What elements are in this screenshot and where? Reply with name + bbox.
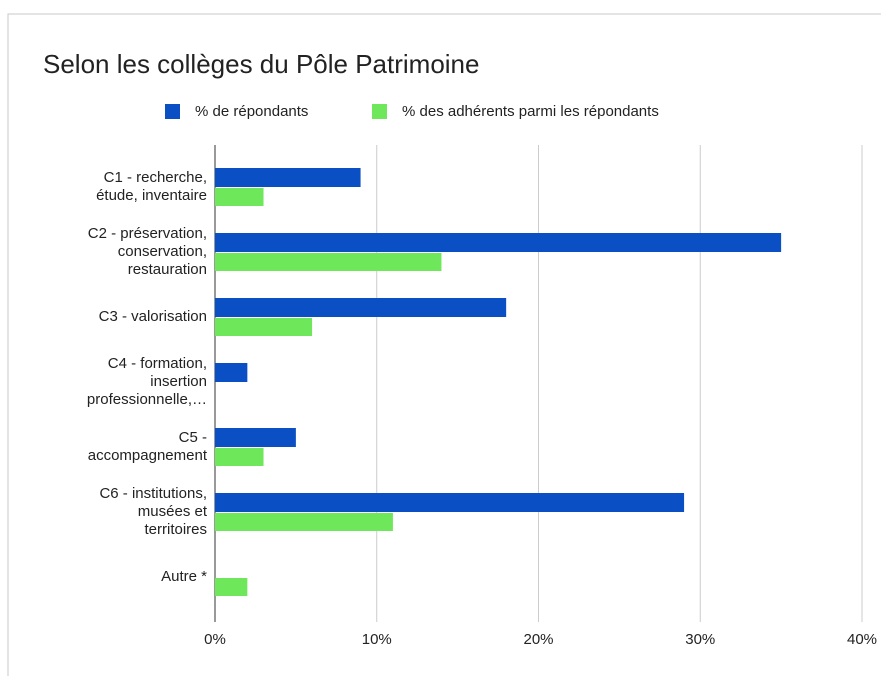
bar <box>215 298 507 317</box>
bar <box>215 168 361 187</box>
y-tick-label: C5 - accompagnement <box>87 429 207 464</box>
legend-swatch <box>165 104 180 119</box>
bar <box>215 253 442 271</box>
y-tick-label: C2 - préservation, conservation, restaur… <box>87 225 207 278</box>
chart-title: Selon les collèges du Pôle Patrimoine <box>43 49 479 79</box>
x-tick-label: 30% <box>685 631 715 648</box>
legend-label: % de répondants <box>195 103 308 120</box>
x-tick-label: 0% <box>204 631 226 648</box>
bar <box>215 318 313 336</box>
legend-swatch <box>372 104 387 119</box>
legend-label: % des adhérents parmi les répondants <box>402 103 659 120</box>
y-tick-label: Autre * <box>161 568 207 585</box>
x-tick-label: 40% <box>847 631 877 648</box>
bar <box>215 363 248 382</box>
x-tick-label: 20% <box>523 631 553 648</box>
bar <box>215 428 296 447</box>
y-tick-label: C4 - formation, insertion professionnell… <box>86 355 207 408</box>
y-tick-label: C1 - recherche, étude, inventaire <box>96 169 207 204</box>
bar <box>215 578 248 596</box>
bar <box>215 493 685 512</box>
bar <box>215 188 264 206</box>
bar <box>215 233 782 252</box>
y-tick-label: C6 - institutions, musées et territoires <box>99 485 207 538</box>
bar <box>215 448 264 466</box>
y-tick-label: C3 - valorisation <box>98 308 207 325</box>
bar <box>215 513 393 531</box>
frame <box>7 13 881 676</box>
x-tick-label: 10% <box>362 631 392 648</box>
